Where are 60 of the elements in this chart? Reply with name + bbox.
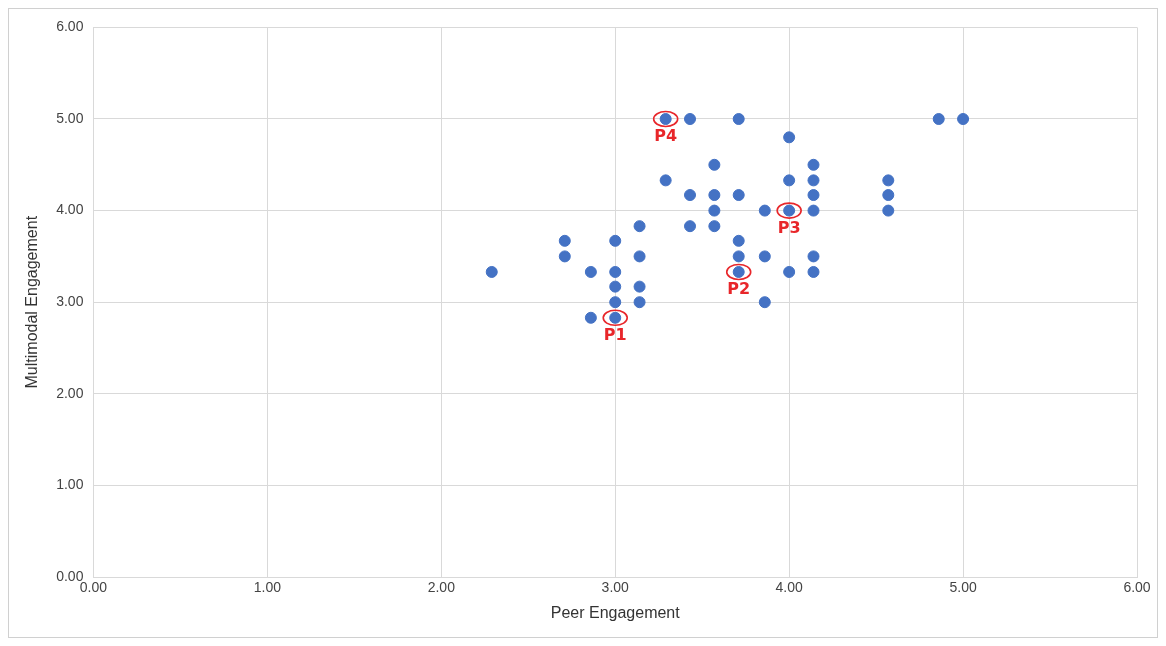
point: [558, 250, 571, 263]
point: [633, 220, 646, 233]
point: [633, 296, 646, 309]
annotation: P2: [727, 279, 751, 299]
point: [783, 174, 796, 187]
point: [684, 113, 697, 125]
point: [708, 158, 721, 171]
annotation: P4: [654, 126, 678, 146]
point: [807, 204, 820, 217]
point: [558, 234, 571, 247]
point: [732, 234, 745, 247]
point: [584, 265, 597, 278]
point: [957, 113, 970, 125]
point: [684, 189, 697, 202]
point: [807, 265, 820, 278]
point: [609, 280, 622, 293]
point: [807, 189, 820, 202]
point: [882, 189, 895, 202]
point: [609, 265, 622, 278]
point: [758, 296, 771, 309]
point: [633, 280, 646, 293]
x-tick-label: 6.00: [1123, 579, 1151, 596]
point: [807, 250, 820, 263]
point: [783, 131, 796, 144]
y-tick-label: 4.00: [56, 201, 84, 218]
annotation: P3: [777, 217, 801, 237]
point: [758, 250, 771, 263]
point: [659, 174, 672, 187]
x-tick-label: 5.00: [949, 579, 977, 596]
point: [708, 189, 721, 202]
point: [807, 158, 820, 171]
point: [807, 174, 820, 187]
y-axis-title: Multimodal Engagement: [23, 215, 41, 389]
point: [633, 250, 646, 263]
y-tick-label: 3.00: [56, 293, 84, 310]
point: [684, 220, 697, 233]
y-tick-label: 1.00: [56, 476, 84, 493]
point: [609, 234, 622, 247]
point: [708, 204, 721, 217]
point: [485, 265, 498, 278]
point: [882, 174, 895, 187]
point: [732, 189, 745, 202]
annotation: P1: [603, 324, 627, 344]
point: [932, 113, 945, 125]
point: [783, 265, 796, 278]
y-tick-label: 5.00: [56, 109, 84, 126]
point: [732, 113, 745, 125]
y-tick-label: 6.00: [56, 18, 84, 35]
x-tick-label: 3.00: [601, 579, 630, 596]
point: [609, 296, 622, 309]
point: [584, 311, 597, 324]
point: [882, 204, 895, 217]
point: [732, 250, 745, 263]
point: [758, 204, 771, 217]
y-tick-label: 2.00: [56, 384, 84, 401]
point: [708, 220, 721, 233]
x-tick-label: 2.00: [427, 579, 456, 596]
x-tick-label: 4.00: [775, 579, 803, 596]
x-tick-label: 1.00: [253, 579, 282, 596]
x-axis-title: Peer Engagement: [550, 603, 681, 621]
